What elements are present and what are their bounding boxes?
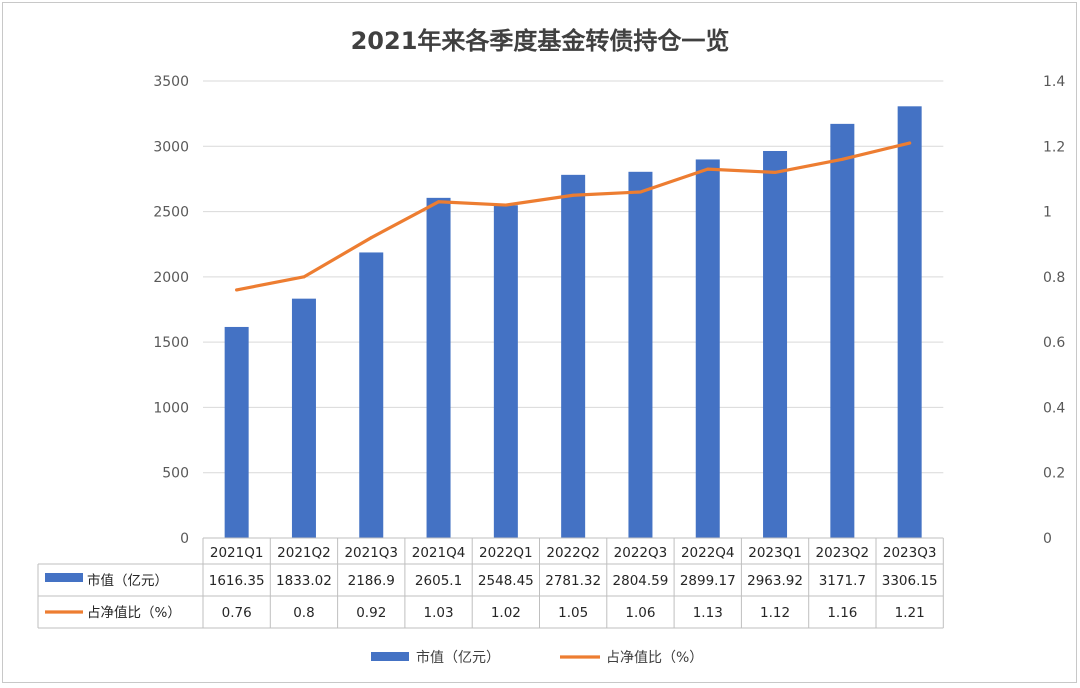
category-label: 2021Q4 xyxy=(412,545,466,561)
line-series xyxy=(235,141,912,292)
bar-series xyxy=(224,106,922,539)
line-point xyxy=(437,200,441,204)
left-axis: 0 500 1000 1500 2000 2500 3000 3500 xyxy=(153,74,189,547)
right-axis-tick-label: 0.6 xyxy=(1043,335,1065,351)
left-axis-tick-label: 1000 xyxy=(153,400,189,416)
table-cell-value: 1.06 xyxy=(625,605,655,621)
left-axis-tick-label: 3500 xyxy=(153,74,189,90)
table-cell-value: 2804.59 xyxy=(613,573,669,589)
table-cell-value: 0.8 xyxy=(293,605,314,621)
table-cell-value: 1.05 xyxy=(558,605,588,621)
category-label: 2022Q1 xyxy=(479,545,533,561)
left-axis-tick-label: 0 xyxy=(180,531,189,547)
left-axis-tick-label: 3000 xyxy=(153,139,189,155)
legend-key-bar xyxy=(371,652,409,661)
right-axis-tick-label: 1.2 xyxy=(1043,139,1065,155)
line-point xyxy=(504,203,508,207)
line-point xyxy=(302,275,306,279)
bar xyxy=(493,205,518,538)
bar xyxy=(291,298,316,538)
category-label: 2022Q2 xyxy=(546,545,600,561)
table-cell-value: 1833.02 xyxy=(276,573,332,589)
bar xyxy=(695,159,720,538)
line-point xyxy=(369,236,373,240)
left-axis-tick-label: 1500 xyxy=(153,335,189,351)
table-cell-value: 1616.35 xyxy=(209,573,265,589)
table-cell-value: 1.02 xyxy=(491,605,521,621)
data-table: 2021Q1 2021Q2 2021Q3 2021Q4 2022Q1 2022Q2 2022… xyxy=(37,537,944,629)
left-axis-tick-label: 2000 xyxy=(153,270,189,286)
right-axis-tick-label: 0.8 xyxy=(1043,270,1065,286)
right-axis-tick-label: 0.4 xyxy=(1043,400,1065,416)
table-cell-value: 2899.17 xyxy=(680,573,736,589)
bar xyxy=(628,171,653,539)
table-cell-value: 3306.15 xyxy=(882,573,938,589)
category-label: 2021Q2 xyxy=(277,545,331,561)
category-label: 2021Q3 xyxy=(344,545,398,561)
bar xyxy=(224,326,249,538)
table-row-label: 市值（亿元） xyxy=(87,572,168,589)
bar xyxy=(426,197,451,538)
bar xyxy=(897,106,922,538)
category-label: 2023Q2 xyxy=(816,545,870,561)
table-cell-value: 2548.45 xyxy=(478,573,534,589)
table-cell-value: 1.13 xyxy=(693,605,723,621)
table-cell-value: 3171.7 xyxy=(819,573,866,589)
right-axis: 0 0.2 0.4 0.6 0.8 1 1.2 1.4 xyxy=(1043,74,1065,547)
left-axis-tick-label: 500 xyxy=(162,466,189,482)
bar xyxy=(830,123,855,538)
right-axis-tick-label: 0 xyxy=(1043,531,1052,547)
line-point xyxy=(638,190,642,194)
table-cell-value: 1.12 xyxy=(760,605,790,621)
left-axis-tick-label: 2500 xyxy=(153,205,189,221)
category-label: 2023Q3 xyxy=(883,545,937,561)
right-axis-tick-label: 1 xyxy=(1043,205,1052,221)
table-cell-value: 2781.32 xyxy=(545,573,601,589)
table-cell-value: 2963.92 xyxy=(747,573,803,589)
table-cell-value: 2605.1 xyxy=(415,573,462,589)
table-cell-value: 1.16 xyxy=(827,605,857,621)
table-cell-value: 1.21 xyxy=(895,605,925,621)
table-cell-value: 2186.9 xyxy=(348,573,395,589)
line-point xyxy=(235,288,239,292)
table-cell-value: 0.92 xyxy=(356,605,386,621)
legend-label: 市值（亿元） xyxy=(416,649,500,666)
table-cell-value: 1.03 xyxy=(424,605,454,621)
bar xyxy=(763,150,788,538)
category-label: 2022Q3 xyxy=(614,545,668,561)
category-label: 2021Q1 xyxy=(210,545,264,561)
table-row-label: 占净值比（%） xyxy=(87,605,181,621)
right-axis-tick-label: 1.4 xyxy=(1043,74,1065,90)
table-cell-value: 0.76 xyxy=(222,605,252,621)
category-label: 2023Q1 xyxy=(748,545,802,561)
right-axis-tick-label: 0.2 xyxy=(1043,466,1065,482)
line-point xyxy=(840,157,844,161)
line-point xyxy=(706,167,710,171)
chart-title: 2021年来各季度基金转债持仓一览 xyxy=(351,27,730,55)
line-point xyxy=(571,193,575,197)
bar xyxy=(359,252,384,538)
line-point xyxy=(908,141,912,145)
bar xyxy=(561,174,586,538)
table-legend-key-bar xyxy=(45,573,83,582)
legend-label: 占净值比（%） xyxy=(606,650,703,666)
chart: 2021年来各季度基金转债持仓一览 0 500 1000 1500 2000 2500 30… xyxy=(37,27,1065,666)
category-label: 2022Q4 xyxy=(681,545,735,561)
legend: 市值（亿元） 占净值比（%） xyxy=(371,649,703,666)
line-point xyxy=(773,170,777,174)
